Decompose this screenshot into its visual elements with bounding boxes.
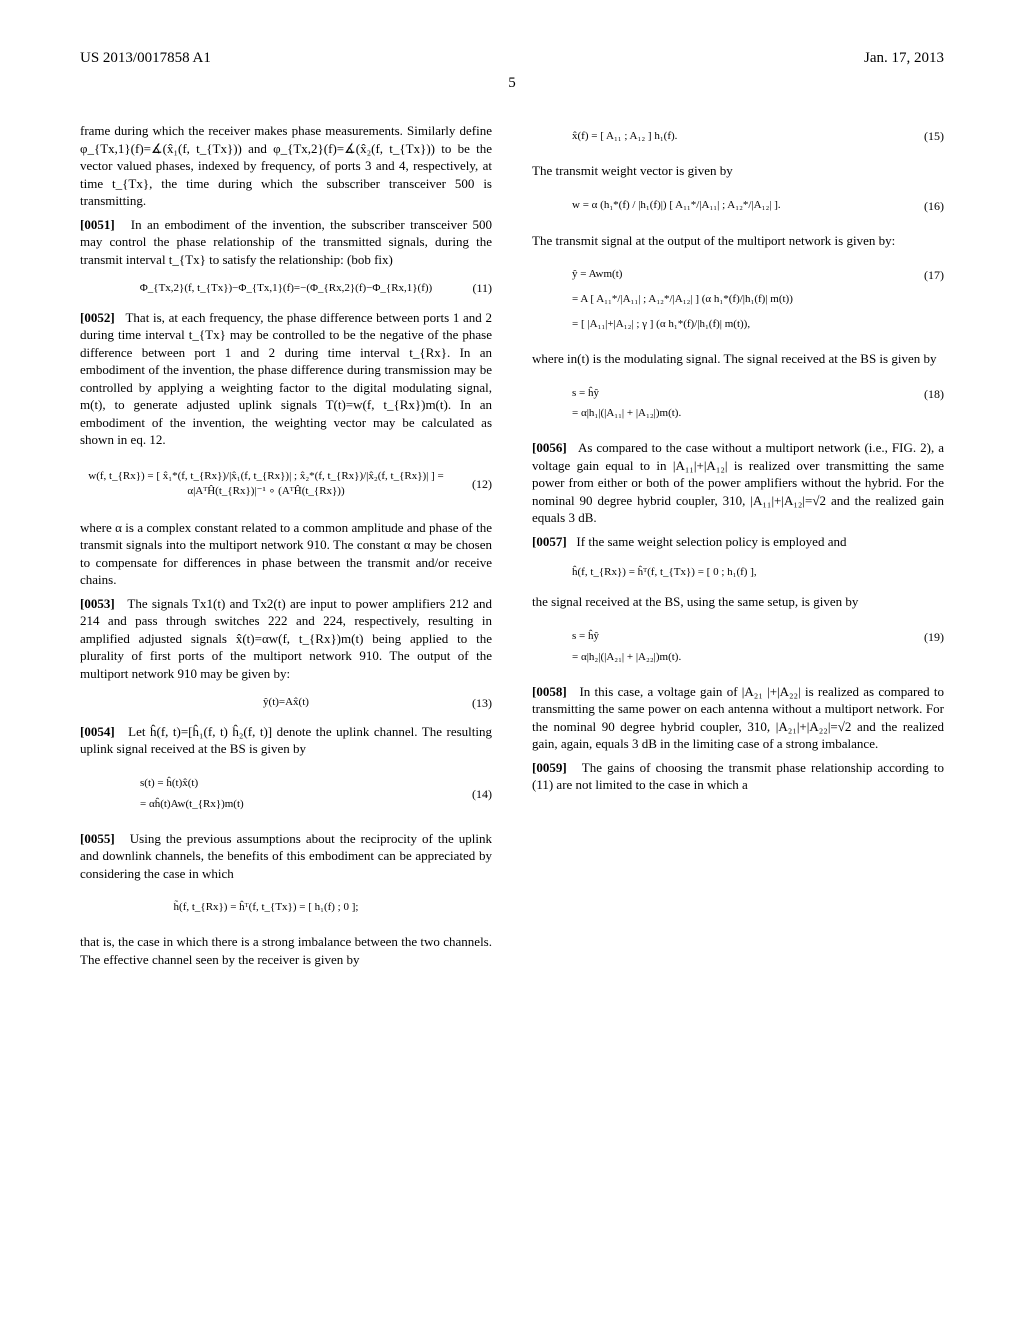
eq17-line2: = A [ A₁₁*/|A₁₁| ; A₁₂*/|A₁₂| ] (α h₁*(f… [572, 292, 904, 307]
para-0051: [0051] In an embodiment of the invention… [80, 216, 492, 269]
equation-h: h̃(f, t_{Rx}) = ĥᵀ(f, t_{Tx}) = [ h₁(f) … [80, 900, 492, 915]
para-0052: [0052] That is, at each frequency, the p… [80, 309, 492, 449]
para-num: [0052] [80, 310, 115, 325]
para-text: The signals Tx1(t) and Tx2(t) are input … [80, 596, 492, 681]
para-text: Let ĥ(f, t)=[ĥ₁(f, t) ĥ₂(f, t)] denote t… [80, 724, 492, 757]
para-num: [0056] [532, 440, 567, 455]
eq-body: s = ĥŷ = α|h₂|(|A₂₁| + |A₂₂|)m(t). [532, 629, 904, 665]
patent-page: US 2013/0017858 A1 Jan. 17, 2013 5 frame… [0, 0, 1024, 1320]
para-txsignal: The transmit signal at the output of the… [532, 232, 944, 250]
doc-id: US 2013/0017858 A1 [80, 50, 211, 67]
equation-18: s = ĥŷ = α|h₁|(|A₁₁| + |A₁₂|)m(t). (18) [532, 386, 944, 422]
para-num: [0058] [532, 684, 567, 699]
para-0059: [0059] The gains of choosing the transmi… [532, 759, 944, 794]
eq-body: x̂(f) = [ A₁₁ ; A₁₂ ] h₁(f). [532, 129, 904, 144]
content-columns: frame during which the receiver makes ph… [80, 122, 944, 974]
para-num: [0059] [532, 760, 567, 775]
eq17-line1: ŷ = Awm(t) [572, 267, 904, 282]
equation-13: ŷ(t)=Ax̂(t) (13) [80, 695, 492, 711]
eq-num: (18) [904, 386, 944, 402]
para-0057: [0057] If the same weight selection poli… [532, 533, 944, 551]
para-0058: [0058] In this case, a voltage gain of |… [532, 683, 944, 753]
equation-15: x̂(f) = [ A₁₁ ; A₁₂ ] h₁(f). (15) [532, 128, 944, 144]
eq-body: w = α (h₁*(f) / |h₁(f)|) [ A₁₁*/|A₁₁| ; … [532, 198, 904, 213]
para-num: [0053] [80, 596, 115, 611]
para-alpha: where α is a complex constant related to… [80, 519, 492, 589]
para-intro: frame during which the receiver makes ph… [80, 122, 492, 210]
eq-num: (14) [452, 786, 492, 802]
para-imbalance: that is, the case in which there is a st… [80, 933, 492, 968]
equation-19: s = ĥŷ = α|h₂|(|A₂₁| + |A₂₂|)m(t). (19) [532, 629, 944, 665]
para-text: That is, at each frequency, the phase di… [80, 310, 492, 448]
eq18-line2: = α|h₁|(|A₁₁| + |A₁₂|)m(t). [572, 406, 904, 421]
para-0054: [0054] Let ĥ(f, t)=[ĥ₁(f, t) ĥ₂(f, t)] d… [80, 723, 492, 758]
para-num: [0051] [80, 217, 115, 232]
equation-17: ŷ = Awm(t) = A [ A₁₁*/|A₁₁| ; A₁₂*/|A₁₂|… [532, 267, 944, 332]
eq14-line2: = αĥ(t)Aw(t_{Rx})m(t) [140, 797, 452, 812]
eq-body: s(t) = ĥ(t)x̂(t) = αĥ(t)Aw(t_{Rx})m(t) [80, 776, 452, 812]
para-text: The gains of choosing the transmit phase… [532, 760, 944, 793]
eq-body: h̃(f, t_{Rx}) = ĥᵀ(f, t_{Tx}) = [ h₁(f) … [80, 900, 452, 915]
page-number: 5 [80, 75, 944, 92]
para-samesetup: the signal received at the BS, using the… [532, 593, 944, 611]
left-column: frame during which the receiver makes ph… [80, 122, 492, 974]
equation-14: s(t) = ĥ(t)x̂(t) = αĥ(t)Aw(t_{Rx})m(t) (… [80, 776, 492, 812]
eq14-line1: s(t) = ĥ(t)x̂(t) [140, 776, 452, 791]
eq19-line1: s = ĥŷ [572, 629, 904, 644]
eq-num: (15) [904, 128, 944, 144]
eq-body: w(f, t_{Rx}) = [ x̂₁*(f, t_{Rx})/|x̂₁(f,… [80, 469, 452, 499]
eq-body: ŷ = Awm(t) = A [ A₁₁*/|A₁₁| ; A₁₂*/|A₁₂|… [532, 267, 904, 332]
para-text: As compared to the case without a multip… [532, 440, 944, 525]
right-column: x̂(f) = [ A₁₁ ; A₁₂ ] h₁(f). (15) The tr… [532, 122, 944, 974]
eq-num: (12) [452, 476, 492, 492]
para-text: Using the previous assumptions about the… [80, 831, 492, 881]
eq-num: (19) [904, 629, 944, 645]
para-num: [0057] [532, 534, 567, 549]
eq-num: (16) [904, 198, 944, 214]
eq-body: ŷ(t)=Ax̂(t) [120, 695, 452, 710]
eq-num: (17) [904, 267, 944, 283]
equation-11: Φ_{Tx,2}(f, t_{Tx})−Φ_{Tx,1}(f)=−(Φ_{Rx,… [80, 280, 492, 296]
equation-h2: ĥ(f, t_{Rx}) = ĥᵀ(f, t_{Tx}) = [ 0 ; h₁(… [532, 565, 944, 580]
para-modsignal: where in(t) is the modulating signal. Th… [532, 350, 944, 368]
page-header: US 2013/0017858 A1 Jan. 17, 2013 [80, 50, 944, 67]
doc-date: Jan. 17, 2013 [864, 50, 944, 67]
para-0055: [0055] Using the previous assumptions ab… [80, 830, 492, 883]
eq-body: ĥ(f, t_{Rx}) = ĥᵀ(f, t_{Tx}) = [ 0 ; h₁(… [532, 565, 904, 580]
equation-16: w = α (h₁*(f) / |h₁(f)|) [ A₁₁*/|A₁₁| ; … [532, 198, 944, 214]
para-text: In an embodiment of the invention, the s… [80, 217, 492, 267]
para-text: If the same weight selection policy is e… [576, 534, 846, 549]
eq-body: s = ĥŷ = α|h₁|(|A₁₁| + |A₁₂|)m(t). [532, 386, 904, 422]
eq-num: (13) [452, 695, 492, 711]
eq-num: (11) [452, 280, 492, 296]
para-0056: [0056] As compared to the case without a… [532, 439, 944, 527]
para-0053: [0053] The signals Tx1(t) and Tx2(t) are… [80, 595, 492, 683]
para-text: In this case, a voltage gain of |A₂₁ |+|… [532, 684, 944, 752]
eq17-line3: = [ |A₁₁|+|A₁₂| ; γ ] (α h₁*(f)/|h₁(f)| … [572, 317, 904, 332]
para-txweight: The transmit weight vector is given by [532, 162, 944, 180]
eq-body: Φ_{Tx,2}(f, t_{Tx})−Φ_{Tx,1}(f)=−(Φ_{Rx,… [120, 281, 452, 296]
eq19-line2: = α|h₂|(|A₂₁| + |A₂₂|)m(t). [572, 650, 904, 665]
equation-12: w(f, t_{Rx}) = [ x̂₁*(f, t_{Rx})/|x̂₁(f,… [80, 469, 492, 499]
eq18-line1: s = ĥŷ [572, 386, 904, 401]
para-num: [0054] [80, 724, 115, 739]
para-num: [0055] [80, 831, 115, 846]
